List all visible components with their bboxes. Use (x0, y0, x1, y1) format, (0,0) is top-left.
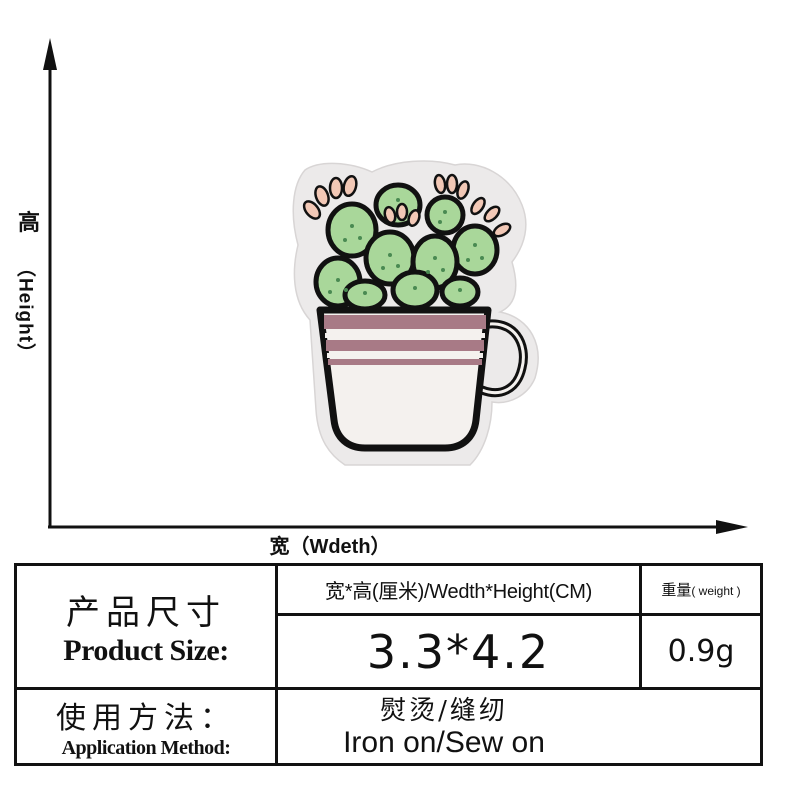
method-value-cell: 熨烫/缝纫 Iron on/Sew on (275, 687, 763, 766)
product-size-label-cn: 产品尺寸 (66, 593, 226, 633)
weight-header-cell: 重量( weight ) (639, 563, 763, 616)
weight-header-cn: 重量 (661, 582, 692, 599)
dimension-axes (43, 38, 748, 534)
width-axis-label: 宽（Wdeth） (269, 536, 391, 558)
method-label-cell: 使用方法： Application Method: (14, 687, 278, 766)
weight-value-cell: 0.9g (639, 613, 763, 690)
patch-image (292, 160, 539, 466)
method-label-cn: 使用方法： (56, 701, 236, 736)
method-value-cn: 熨烫/缝纫 (380, 695, 508, 726)
product-size-label-en: Product Size: (63, 634, 229, 667)
weight-value: 0.9g (667, 634, 735, 669)
size-header-cell: 宽*高(厘米)/Wedth*Height(CM) (275, 563, 642, 616)
method-value-en: Iron on/Sew on (343, 725, 545, 759)
height-axis-arrow (43, 38, 57, 70)
weight-header-en: ( weight ) (691, 584, 741, 598)
height-label-en: （Height） (14, 257, 36, 364)
size-header: 宽*高(厘米)/Wedth*Height(CM) (325, 581, 592, 603)
dimension-diagram: 高 （Height） 宽（Wdeth） (10, 38, 748, 558)
size-value-cell: 3.3*4.2 (275, 613, 642, 690)
product-size-label-cell: 产品尺寸 Product Size: (14, 563, 278, 690)
spec-table: 产品尺寸 Product Size: 宽*高(厘米)/Wedth*Height(… (14, 563, 763, 766)
method-label-en: Application Method: (61, 737, 231, 759)
width-axis-arrow (716, 520, 748, 534)
height-axis-label: 高 （Height） (10, 205, 50, 375)
height-label-cn: 高 (18, 211, 41, 236)
size-value: 3.3*4.2 (366, 624, 551, 679)
